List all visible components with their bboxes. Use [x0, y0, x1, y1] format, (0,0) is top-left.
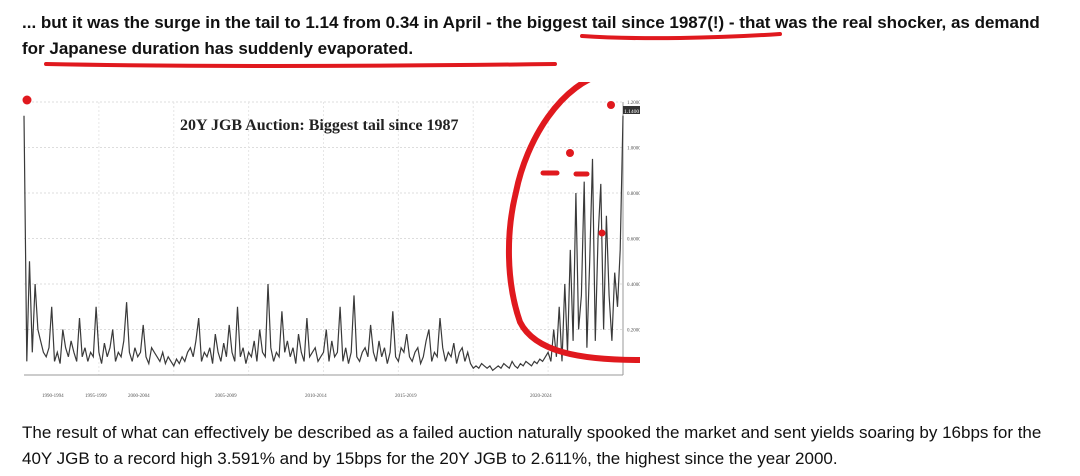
- underline-demand: [44, 62, 557, 68]
- series-line-tail: [23, 115, 624, 372]
- closing-paragraph: The result of what can effectively be de…: [22, 423, 1042, 468]
- annotation-dot: [598, 229, 606, 237]
- y-axis-ticks: 0.2000 0.4000 0.6000 0.8000 1.0000 1.2000: [627, 101, 641, 334]
- y-tick-label: 0.6000: [627, 238, 640, 243]
- chart-grid: [24, 101, 624, 376]
- y-tick-label: 1.2000: [627, 101, 640, 106]
- jgb-auction-chart: 20Y JGB Auction: Biggest tail since 1987…: [20, 68, 730, 407]
- chart-svg: 20Y JGB Auction: Biggest tail since 1987…: [20, 68, 730, 407]
- y-tick-label: 0.8000: [627, 192, 640, 197]
- last-value-tag-bg: [623, 106, 647, 114]
- annotation-dot: [607, 101, 615, 109]
- intro-paragraph: ... but it was the surge in the tail to …: [22, 10, 1062, 62]
- x-tick-label: 2005-2009: [215, 394, 237, 399]
- x-tick-label: 2010-2014: [305, 394, 327, 399]
- intro-highlight-biggest-tail: biggest tail since 1987: [526, 13, 708, 32]
- underline-biggest-tail: [580, 32, 782, 41]
- chart-title: 20Y JGB Auction: Biggest tail since 1987: [180, 117, 459, 134]
- last-value-label: 1.1400: [624, 109, 639, 115]
- x-tick-label: 1995-1999: [85, 394, 107, 399]
- x-tick-label: 1990-1994: [42, 394, 64, 399]
- intro-text-3: .: [408, 39, 414, 58]
- y-tick-label: 1.0000: [627, 147, 640, 152]
- intro-annotation-underlines: [44, 32, 782, 68]
- last-value-tag: 1.1400: [623, 106, 647, 115]
- y-tick-label: 0.2000: [627, 329, 640, 334]
- x-tick-label: 2015-2019: [395, 394, 417, 399]
- intro-text-1: ... but it was the surge in the tail to …: [22, 13, 527, 32]
- annotation-dot: [22, 95, 32, 105]
- annotation-dot: [566, 149, 574, 157]
- intro-text-2: (!) - that was the real shocker, as: [707, 13, 975, 32]
- x-axis-ticks: 1990-1994 1995-1999 2000-2004 2005-2009 2010…: [42, 394, 552, 399]
- intro-highlight-demand: demand for Japanese duration has suddenl…: [22, 13, 1040, 58]
- y-tick-label: 0.4000: [627, 283, 640, 288]
- x-tick-label: 2000-2004: [128, 394, 150, 399]
- x-tick-label: 2020-2024: [530, 394, 552, 399]
